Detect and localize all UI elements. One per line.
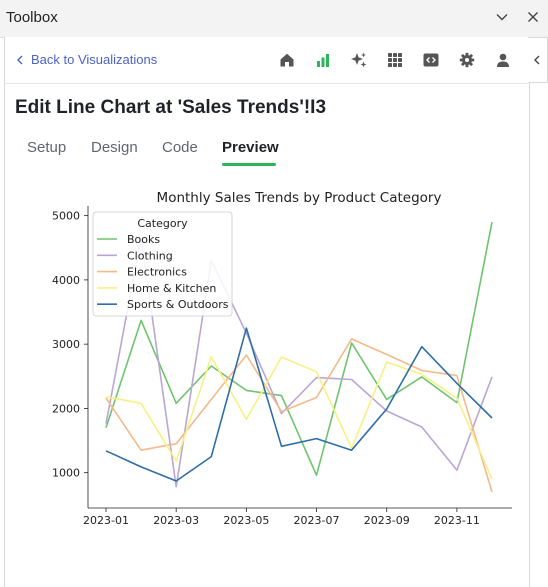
- tab-preview[interactable]: Preview: [222, 139, 279, 156]
- back-to-visualizations-link[interactable]: Back to Visualizations: [16, 52, 157, 67]
- top-navigation: Back to Visualizations: [4, 37, 528, 84]
- tab-setup[interactable]: Setup: [27, 139, 67, 156]
- window-titlebar: Toolbox: [0, 0, 548, 38]
- code-icon[interactable]: [422, 51, 440, 69]
- user-icon[interactable]: [494, 51, 512, 69]
- chevron-left-icon: [534, 55, 540, 65]
- chevron-left-icon: [17, 55, 23, 64]
- collapse-sidebar-button[interactable]: [528, 37, 548, 83]
- grid-icon[interactable]: [386, 51, 404, 69]
- window-title: Toolbox: [6, 9, 58, 26]
- toolbox-pane: [4, 37, 530, 587]
- chevron-down-icon[interactable]: [493, 8, 511, 26]
- gear-icon[interactable]: [458, 51, 476, 69]
- bar-chart-icon[interactable]: [314, 51, 332, 69]
- tab-design[interactable]: Design: [91, 139, 138, 156]
- back-link-label: Back to Visualizations: [31, 52, 158, 67]
- close-icon[interactable]: [524, 8, 542, 26]
- active-tab-indicator: [222, 163, 276, 166]
- sparkles-icon[interactable]: [350, 51, 368, 69]
- home-icon[interactable]: [278, 51, 296, 69]
- tab-code[interactable]: Code: [162, 139, 198, 156]
- page-title: Edit Line Chart at 'Sales Trends'!I3: [15, 97, 327, 118]
